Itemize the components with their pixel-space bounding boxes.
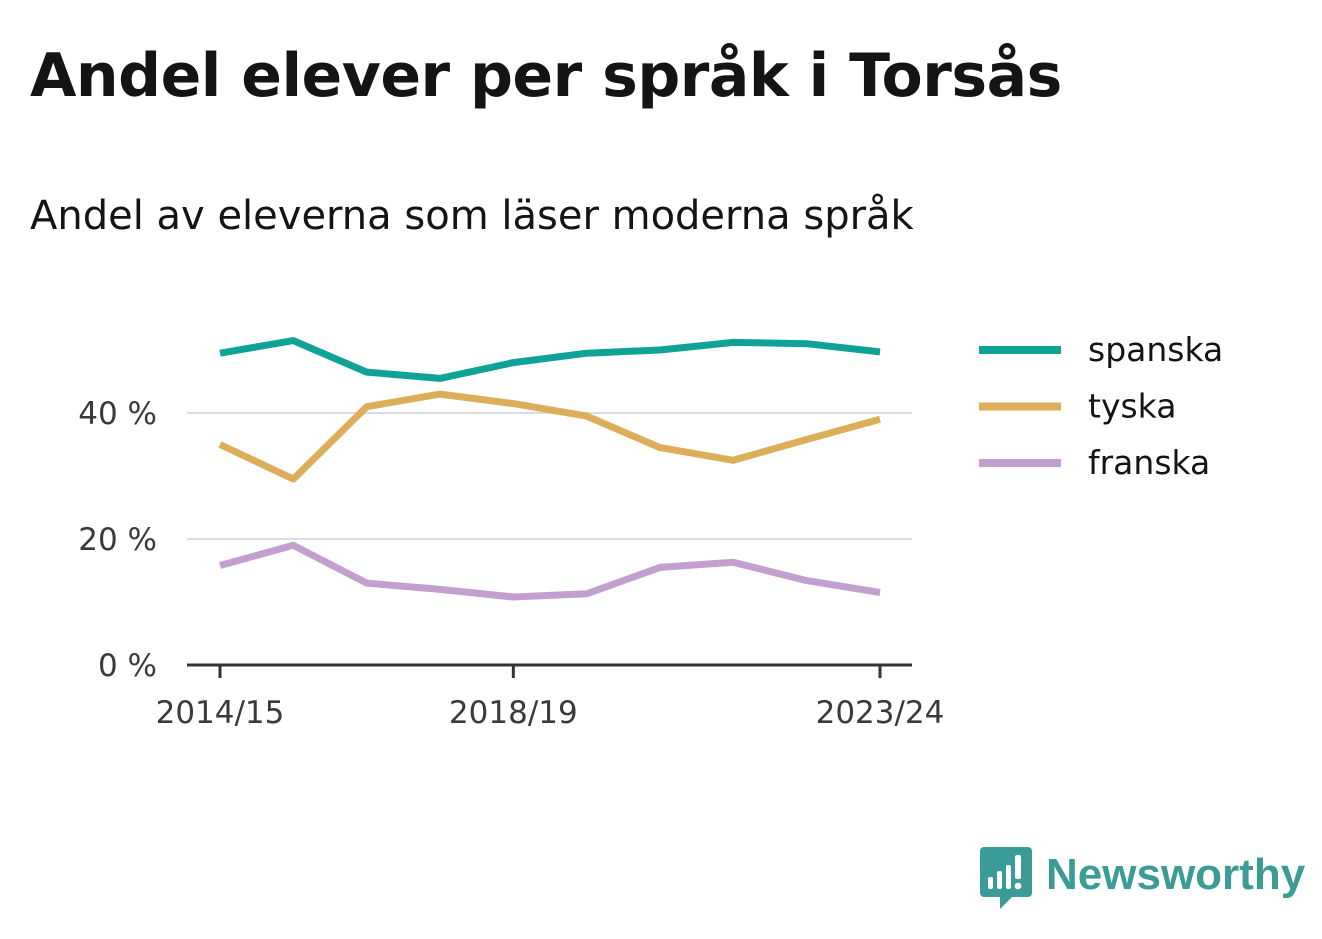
brand-logo-block: Newsworthy xyxy=(980,846,1305,912)
series-lines xyxy=(218,337,881,601)
brand-name: Newsworthy xyxy=(1046,850,1306,899)
x-axis-tick-labels: 2014/15 2018/19 2023/24 xyxy=(156,695,945,731)
y-tick-label: 0 % xyxy=(98,648,157,684)
series-line-tyska xyxy=(218,390,881,483)
newsworthy-logo-icon xyxy=(980,847,1032,909)
legend-label-tyska: tyska xyxy=(1088,387,1176,426)
series-line-spanska xyxy=(219,337,881,382)
y-tick-label: 20 % xyxy=(78,522,157,558)
x-axis xyxy=(187,663,912,678)
y-tick-label: 40 % xyxy=(78,396,157,432)
y-axis-tick-labels: 0 % 20 % 40 % xyxy=(78,396,157,684)
chart-subtitle: Andel av eleverna som läser moderna språ… xyxy=(30,193,914,239)
legend-label-spanska: spanska xyxy=(1088,330,1223,369)
chart-title: Andel elever per språk i Torsås xyxy=(30,41,1062,111)
legend: spanska tyska franska xyxy=(979,330,1223,482)
x-tick-label: 2018/19 xyxy=(449,695,578,731)
legend-label-franska: franska xyxy=(1088,443,1210,482)
series-line-franska xyxy=(219,541,881,601)
x-tick-label: 2023/24 xyxy=(816,695,945,731)
x-tick-label: 2014/15 xyxy=(156,695,285,731)
